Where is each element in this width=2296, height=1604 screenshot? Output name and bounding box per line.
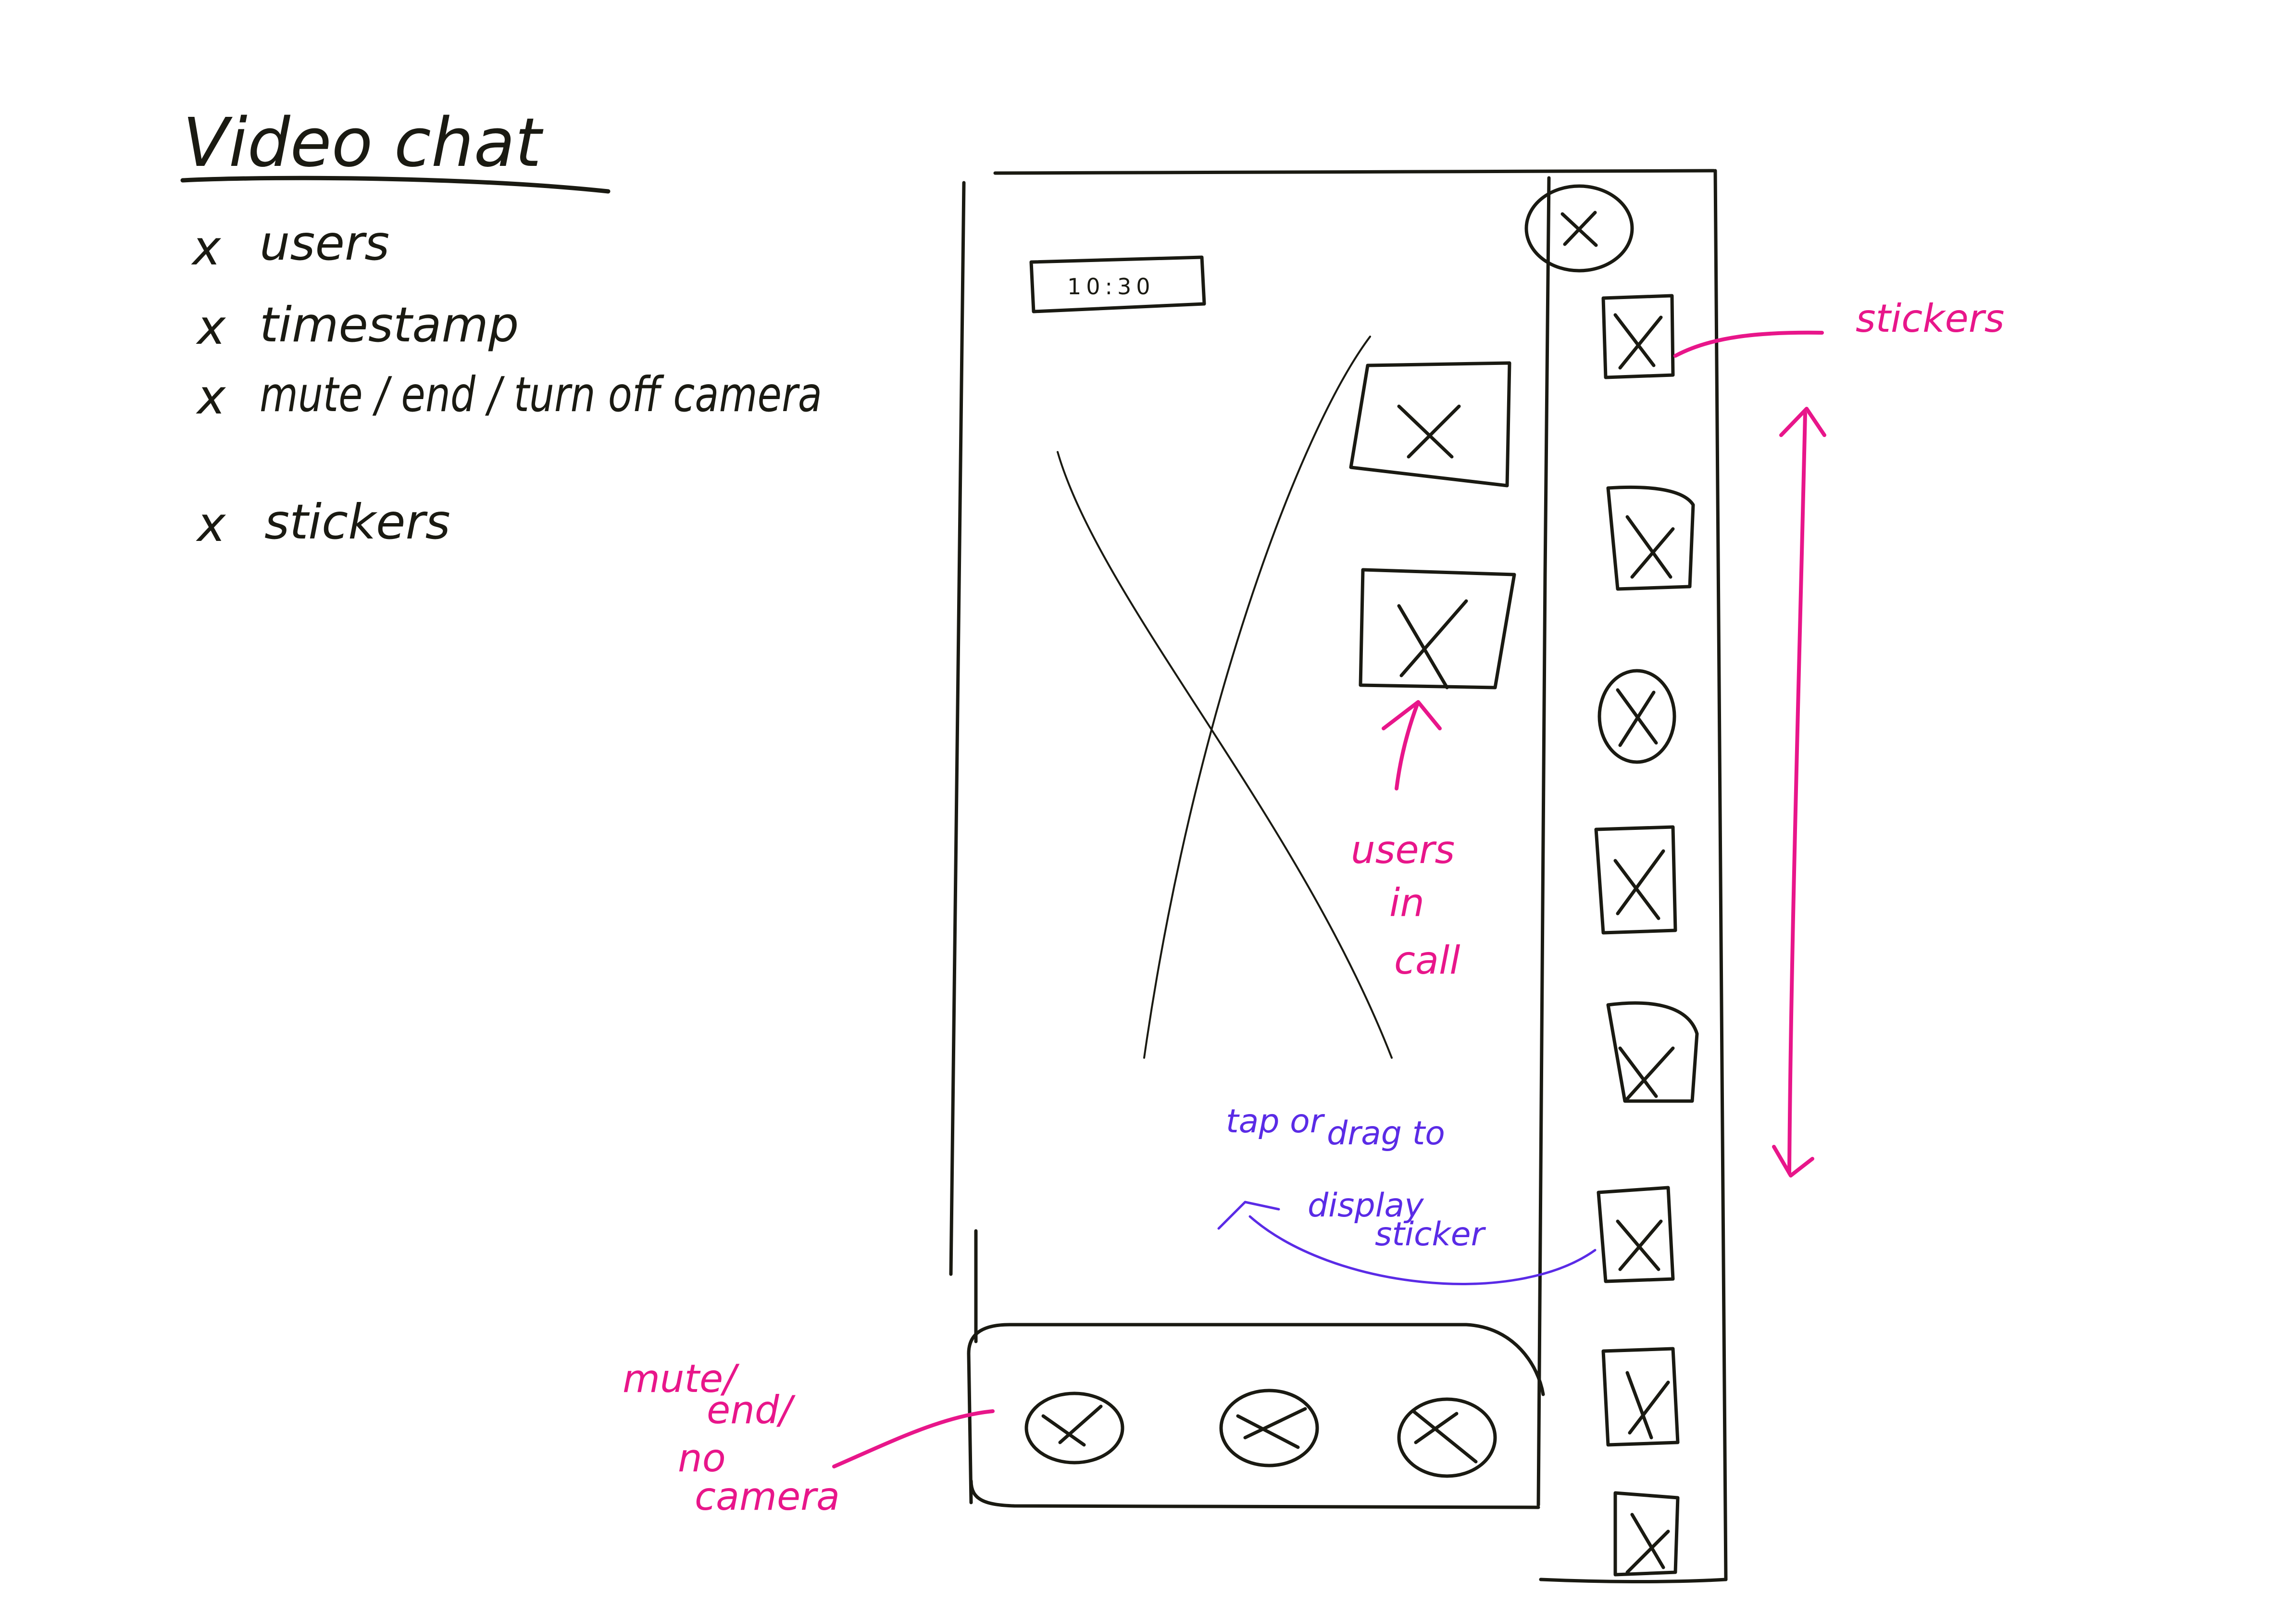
annotation-label: tap or — [1226, 1103, 1325, 1140]
arrow-up-icon — [1382, 700, 1442, 730]
sticker-item[interactable] — [1597, 1186, 1675, 1283]
timestamp-box: 10:30 — [1029, 255, 1206, 313]
requirement-item: x timestamp — [196, 297, 519, 355]
sticker-item[interactable] — [1613, 1491, 1680, 1577]
end-call-button[interactable] — [1219, 1389, 1319, 1467]
phone-frame — [949, 169, 1728, 1584]
requirement-item: x mute / end / turn off camera — [196, 366, 822, 425]
arrow-left-icon — [1217, 1201, 1280, 1230]
placeholder-circle-icon — [1411, 1409, 1478, 1464]
annotation-label: stickers — [1856, 296, 2004, 341]
annotation-users-in-call: users in call — [1351, 700, 1460, 983]
annotation-label: display — [1308, 1187, 1424, 1225]
frame-top-edge — [993, 169, 1716, 175]
title-underline — [180, 175, 611, 194]
annotation-label: call — [1394, 938, 1460, 983]
arrow-up-icon — [1779, 407, 1826, 437]
scroll-indicator — [1772, 407, 1826, 1178]
sticker-placeholder-icon — [1625, 1513, 1670, 1574]
close-button[interactable] — [1524, 184, 1634, 273]
annotation-label: no — [678, 1436, 726, 1480]
svg-text:x: x — [196, 369, 226, 425]
annotation-stickers: stickers — [1673, 296, 2004, 358]
arrow-down-icon — [1772, 1145, 1814, 1178]
requirement-timestamp: timestamp — [260, 297, 519, 353]
image-placeholder-icon — [1057, 336, 1393, 1059]
annotation-call-controls: mute/ end/ no camera — [623, 1356, 995, 1519]
sticker-placeholder-icon — [1625, 1371, 1670, 1440]
frame-right-edge — [1713, 169, 1728, 1581]
annotation-label: sticker — [1375, 1216, 1486, 1253]
close-icon — [1560, 211, 1598, 247]
sticker-placeholder-icon — [1616, 1219, 1663, 1271]
notes-title: Video chat — [183, 104, 544, 182]
main-video — [1057, 336, 1393, 1059]
image-placeholder-icon — [1397, 599, 1468, 689]
svg-text:x: x — [196, 299, 226, 355]
sticker-item[interactable] — [1606, 1001, 1699, 1103]
timestamp-text: 10:30 — [1067, 274, 1155, 300]
svg-text:x: x — [191, 220, 222, 276]
sticker-item[interactable] — [1601, 294, 1675, 379]
sticker-placeholder-icon — [1616, 688, 1658, 747]
annotation-label: end/ — [707, 1388, 796, 1432]
sticker-panel — [1594, 294, 1699, 1577]
sticker-item[interactable] — [1606, 485, 1695, 591]
sticker-placeholder-icon — [1625, 515, 1675, 579]
notes-section: Video chat x users x timestamp x mute / … — [180, 104, 822, 552]
participant-thumbnail[interactable] — [1359, 568, 1516, 689]
sticker-placeholder-icon — [1613, 313, 1663, 370]
annotation-label: mute/ — [623, 1356, 740, 1401]
sticker-item[interactable] — [1601, 1347, 1680, 1447]
sticker-placeholder-icon — [1618, 1046, 1675, 1101]
participant-thumbnail[interactable] — [1349, 361, 1511, 488]
mute-button[interactable] — [1024, 1391, 1124, 1465]
annotation-tap-drag: tap or drag to display sticker — [1217, 1103, 1597, 1285]
svg-text:x: x — [196, 496, 226, 552]
stickers-pointer-line — [1673, 330, 1824, 358]
requirement-item: x stickers — [196, 494, 450, 552]
placeholder-circle-icon — [1041, 1404, 1103, 1447]
annotation-label: drag to — [1327, 1115, 1445, 1153]
requirement-users: users — [260, 215, 389, 271]
sticker-item[interactable] — [1597, 669, 1676, 764]
requirement-controls: mute / end / turn off camera — [260, 366, 822, 423]
requirement-stickers: stickers — [264, 494, 450, 550]
requirement-item: x users — [191, 215, 389, 276]
frame-left-edge — [949, 181, 966, 1276]
drag-pointer-line — [1248, 1215, 1597, 1285]
call-controls-bar — [967, 1323, 1545, 1509]
annotation-label: in — [1389, 880, 1424, 925]
no-camera-button[interactable] — [1397, 1397, 1497, 1478]
sticker-placeholder-icon — [1613, 849, 1665, 920]
annotation-label: camera — [695, 1474, 840, 1519]
sticker-panel-divider — [1536, 176, 1551, 1507]
annotation-label: users — [1351, 827, 1455, 872]
sticker-item[interactable] — [1594, 825, 1677, 935]
placeholder-circle-icon — [1236, 1407, 1307, 1449]
image-placeholder-icon — [1397, 404, 1461, 459]
frame-bottom-edge — [1539, 1578, 1728, 1584]
